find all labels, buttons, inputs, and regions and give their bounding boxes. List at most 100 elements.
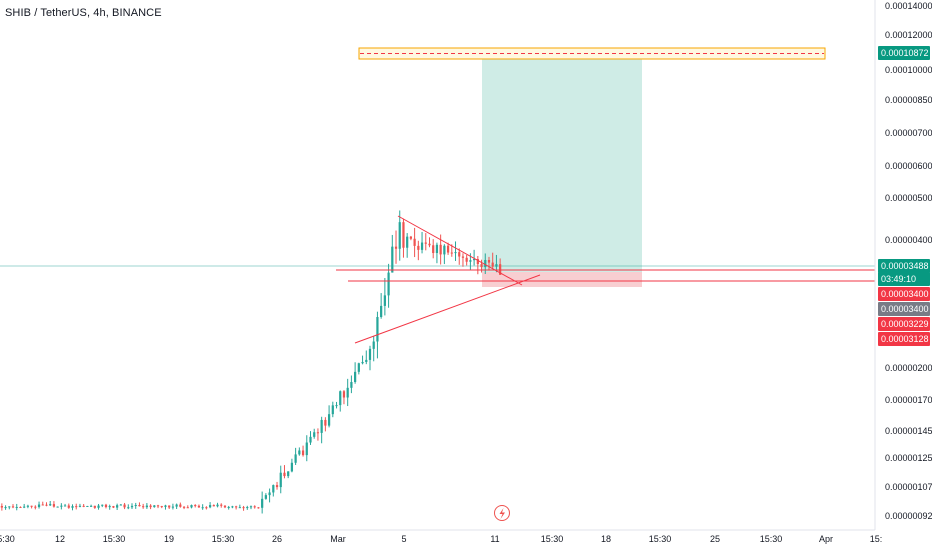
candle-body <box>212 505 215 507</box>
candle-body <box>56 506 59 508</box>
candle-body <box>156 505 160 507</box>
candle-body <box>149 505 152 508</box>
candle-body <box>242 507 245 509</box>
candle-body <box>420 242 424 250</box>
candle-body <box>231 506 234 508</box>
candle-body <box>339 391 342 406</box>
candle-body <box>190 505 193 508</box>
candle-body <box>424 242 427 244</box>
x-tick-label: 26 <box>272 534 282 544</box>
triangle-pattern[interactable] <box>336 215 875 344</box>
y-axis[interactable]: 0.00014000 0.00012000 0.00010000 0.00000850… <box>874 0 932 530</box>
candle-body <box>313 432 316 437</box>
candle-body <box>324 419 327 426</box>
candle-body <box>15 506 18 508</box>
y-tick-label: 0.00010000 <box>885 65 932 75</box>
candle-body <box>439 244 442 255</box>
candle-body <box>45 504 48 506</box>
candle-body <box>361 361 364 364</box>
candle-body <box>335 405 338 407</box>
candle-body <box>246 507 249 509</box>
target-zone <box>482 53 642 272</box>
candle-body <box>235 506 238 508</box>
candle-body <box>179 504 182 507</box>
price-label-target <box>878 46 930 60</box>
candle-body <box>89 505 93 507</box>
candle-body <box>368 348 372 360</box>
price-label-text: 0.00010872 <box>881 48 929 58</box>
x-tick-label: 15:30 <box>541 534 564 544</box>
candle-body <box>41 504 44 506</box>
candle-body <box>60 505 63 507</box>
x-tick-label: 25 <box>710 534 720 544</box>
candle-body <box>93 505 96 508</box>
candle-body <box>279 472 282 488</box>
candle-body <box>127 507 130 509</box>
candle-body <box>30 505 33 507</box>
candle-body <box>37 504 41 508</box>
candle-body <box>160 506 163 508</box>
candle-body <box>443 245 446 255</box>
price-labels: 0.00010872 0.00003488 03:49:10 0.00003400 0.… <box>878 46 930 346</box>
candle-body <box>357 363 360 372</box>
x-tick-label: 15: <box>870 534 883 544</box>
candle-body <box>104 504 108 508</box>
candle-body <box>309 436 312 443</box>
candle-body <box>472 259 476 261</box>
x-tick-label: 12 <box>55 534 65 544</box>
candle-body <box>461 256 465 258</box>
candle-body <box>391 246 394 273</box>
y-tick-label: 0.00012000 <box>885 30 932 40</box>
candle-body <box>82 505 85 507</box>
candle-body <box>220 504 223 506</box>
candle-body <box>398 222 401 249</box>
candle-body <box>138 505 141 507</box>
candle-body <box>480 264 483 268</box>
candle-body <box>201 507 204 509</box>
candle-body <box>238 507 241 509</box>
x-tick-label: 11 <box>490 534 499 544</box>
event-marker[interactable] <box>494 505 510 521</box>
candle-body <box>216 504 219 507</box>
candle-body <box>171 506 175 508</box>
candle-body <box>342 391 346 398</box>
candle-body <box>465 257 468 262</box>
candle-body <box>476 259 479 265</box>
candle-body <box>223 505 227 508</box>
candle-body <box>145 505 148 508</box>
candle-body <box>383 295 386 306</box>
candle-body <box>23 506 26 508</box>
candle-body <box>484 259 487 268</box>
candle-body <box>290 462 294 472</box>
candle-body <box>406 236 409 248</box>
candle-body <box>354 371 357 382</box>
candle-body <box>8 506 11 508</box>
candle-body <box>134 505 137 507</box>
candle-body <box>119 504 122 506</box>
candle-body <box>264 495 267 499</box>
x-tick-label: 15:30 <box>212 534 235 544</box>
price-label-countdown <box>878 272 930 286</box>
candle-body <box>428 243 431 246</box>
x-axis[interactable]: 5:30 12 15:30 19 15:30 26 Mar 5 11 15:30 18 15:30 25… <box>0 529 883 544</box>
candle-body <box>346 387 349 398</box>
candle-body <box>261 498 264 508</box>
price-label-text: 0.00003400 <box>881 289 929 299</box>
candle-body <box>432 245 435 254</box>
candle-body <box>4 507 7 509</box>
candle-body <box>97 505 100 508</box>
candle-body <box>316 432 320 434</box>
x-tick-label: 18 <box>601 534 611 544</box>
candle-body <box>11 506 15 508</box>
candle-body <box>275 485 279 488</box>
candle-body <box>350 381 353 388</box>
